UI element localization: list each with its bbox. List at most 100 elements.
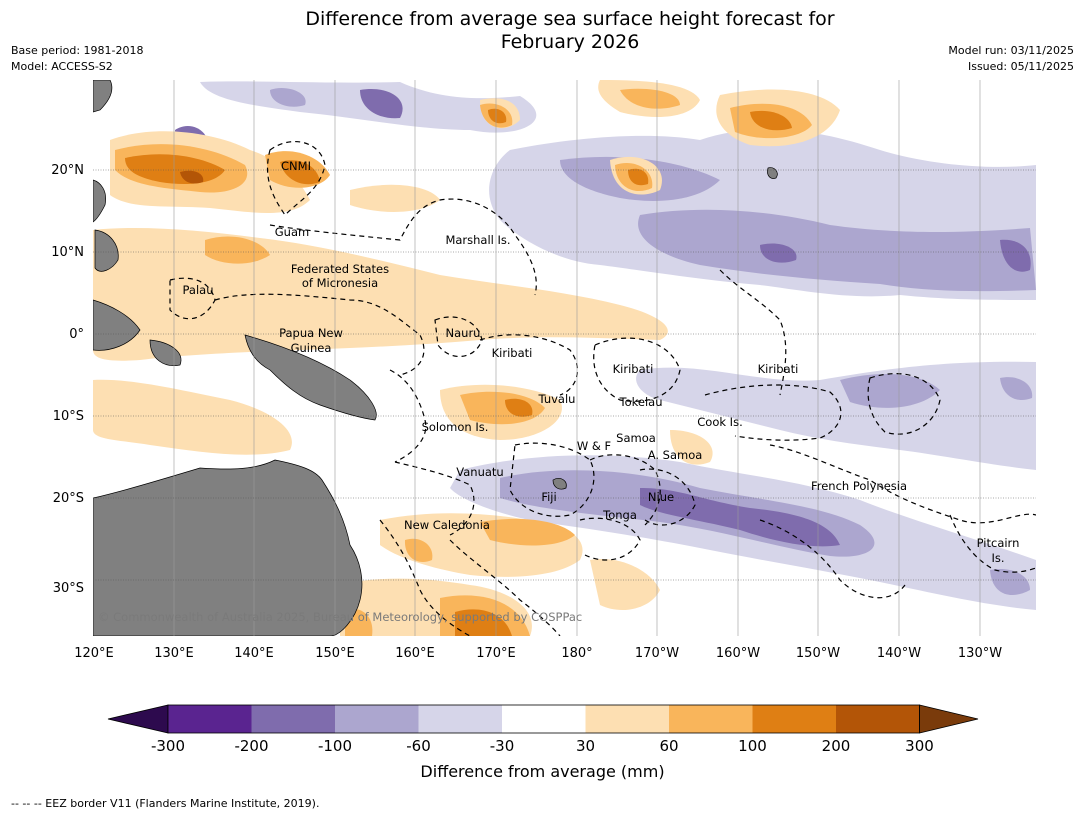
colorbar — [107, 704, 979, 734]
label-tuvalu: Tuvalu — [538, 392, 576, 406]
lon-label: 120°E — [74, 646, 114, 661]
label-samoa: Samoa — [616, 431, 656, 445]
lat-label: 10°N — [51, 245, 84, 260]
colorbar-swatch — [168, 705, 252, 733]
label-png-1: Papua New — [279, 326, 343, 340]
colorbar-tick: -100 — [317, 737, 353, 755]
lon-label: 160°E — [395, 646, 435, 661]
base-period: Base period: 1981-2018 — [11, 44, 144, 57]
latitude-lines — [93, 169, 1036, 581]
colorbar-swatch — [669, 705, 753, 733]
label-guam: Guam — [275, 225, 309, 239]
very-strong-positive-shading — [125, 108, 792, 636]
label-fsm-2: of Micronesia — [302, 276, 378, 290]
model-name: Model: ACCESS-S2 — [11, 60, 113, 73]
lat-label: 30°S — [53, 581, 84, 596]
lon-label: 140°W — [877, 646, 921, 661]
label-cook: Cook Is. — [697, 415, 742, 429]
label-palau: Palau — [183, 283, 214, 297]
label-pitcairn-2: Is. — [991, 551, 1004, 565]
lon-label: 130°E — [154, 646, 194, 661]
label-new-caledonia: New Caledonia — [404, 518, 490, 532]
colorbar-tick: -200 — [234, 737, 269, 755]
label-kiribati-west: Kiribati — [492, 346, 533, 360]
colorbar-tick: 200 — [821, 737, 851, 755]
strong-negative-shading — [175, 87, 1036, 596]
colorbar-tick: 60 — [659, 737, 679, 755]
eez-borders — [169, 141, 1036, 636]
asia-land — [93, 80, 113, 113]
colorbar-swatch — [836, 705, 920, 733]
meta-left: Base period: 1981-2018 Model: ACCESS-S2 — [11, 43, 143, 75]
label-vanuatu: Vanuatu — [456, 465, 503, 479]
label-tonga: Tonga — [602, 508, 637, 522]
indonesia-land — [93, 299, 141, 351]
copyright-text: © Commonwealth of Australia 2025, Bureau… — [98, 610, 582, 624]
taiwan-land — [93, 179, 106, 223]
label-niue: Niue — [648, 490, 674, 504]
model-run: Model run: 03/11/2025 — [948, 44, 1074, 57]
region-labels: CNMI Guam Marshall Is. Federated States … — [183, 159, 1020, 565]
colorbar-tick: 300 — [905, 737, 934, 755]
colorbar-tick: 30 — [575, 737, 596, 755]
lon-label: 170°W — [635, 646, 679, 661]
australia-land — [93, 459, 363, 636]
colorbar-tick: -30 — [489, 737, 515, 755]
colorbar-swatch — [752, 705, 836, 733]
new-guinea-land — [244, 334, 377, 421]
lon-label: 140°E — [234, 646, 274, 661]
label-cnmi: CNMI — [281, 159, 311, 173]
label-tokelau: Tokelau — [619, 395, 663, 409]
indonesia-island-land — [149, 339, 182, 366]
label-fsm-1: Federated States — [291, 262, 389, 276]
label-solomon: Solomon Is. — [422, 420, 489, 434]
label-wf: W & F — [577, 439, 611, 453]
land-masses — [93, 80, 778, 636]
gridlines — [173, 80, 981, 636]
latitude-labels: 20°N 10°N 0° 10°S 20°S 30°S — [51, 163, 84, 596]
lon-label: 150°W — [796, 646, 840, 661]
colorbar-min-arrow — [107, 704, 169, 734]
issued-date: Issued: 05/11/2025 — [967, 60, 1074, 73]
philippines-land — [94, 229, 119, 272]
label-fiji: Fiji — [541, 490, 556, 504]
lon-label: 160°W — [716, 646, 760, 661]
lon-label: 150°E — [315, 646, 355, 661]
colorbar-swatch — [585, 705, 669, 733]
meta-right: Model run: 03/11/2025 Issued: 05/11/2025 — [948, 43, 1074, 75]
colorbar-swatch — [418, 705, 502, 733]
label-kiribati-central: Kiribati — [613, 362, 654, 376]
label-asamoa: A. Samoa — [648, 448, 703, 462]
lat-label: 10°S — [53, 409, 84, 424]
map-area: CNMI Guam Marshall Is. Federated States … — [93, 80, 1036, 636]
hawaii-land — [767, 167, 778, 179]
colorbar-swatch — [251, 705, 335, 733]
label-png-2: Guinea — [291, 341, 332, 355]
colorbar-max-arrow — [919, 704, 979, 734]
lat-label: 20°N — [51, 163, 84, 178]
colorbar-tick: 100 — [738, 737, 767, 755]
longitude-labels: 120°E 130°E 140°E 150°E 160°E 170°E 180°… — [74, 646, 1002, 661]
lat-label: 20°S — [53, 491, 84, 506]
label-french-polynesia: French Polynesia — [811, 479, 907, 493]
colorbar-tick: -60 — [406, 737, 431, 755]
lon-label: 170°E — [476, 646, 516, 661]
lon-label: 180° — [561, 646, 592, 661]
eez-footnote: -- -- -- EEZ border V11 (Flanders Marine… — [11, 797, 320, 810]
map-title: Difference from average sea surface heig… — [0, 8, 1085, 54]
fiji-land — [552, 478, 567, 490]
colorbar-frame — [167, 704, 920, 734]
colorbar-label: Difference from average (mm) — [420, 762, 665, 781]
title-line-2: February 2026 — [500, 31, 640, 53]
title-line-1: Difference from average sea surface heig… — [305, 8, 835, 30]
colorbar-tick: -300 — [150, 737, 186, 755]
colorbar-swatch — [335, 705, 419, 733]
lon-label: 130°W — [958, 646, 1002, 661]
lat-label: 0° — [69, 327, 84, 342]
label-kiribati-east: Kiribati — [758, 362, 799, 376]
colorbar-swatch — [502, 705, 586, 733]
label-pitcairn-1: Pitcairn — [977, 536, 1020, 550]
label-nauru: Nauru — [446, 326, 481, 340]
label-marshall: Marshall Is. — [445, 233, 510, 247]
